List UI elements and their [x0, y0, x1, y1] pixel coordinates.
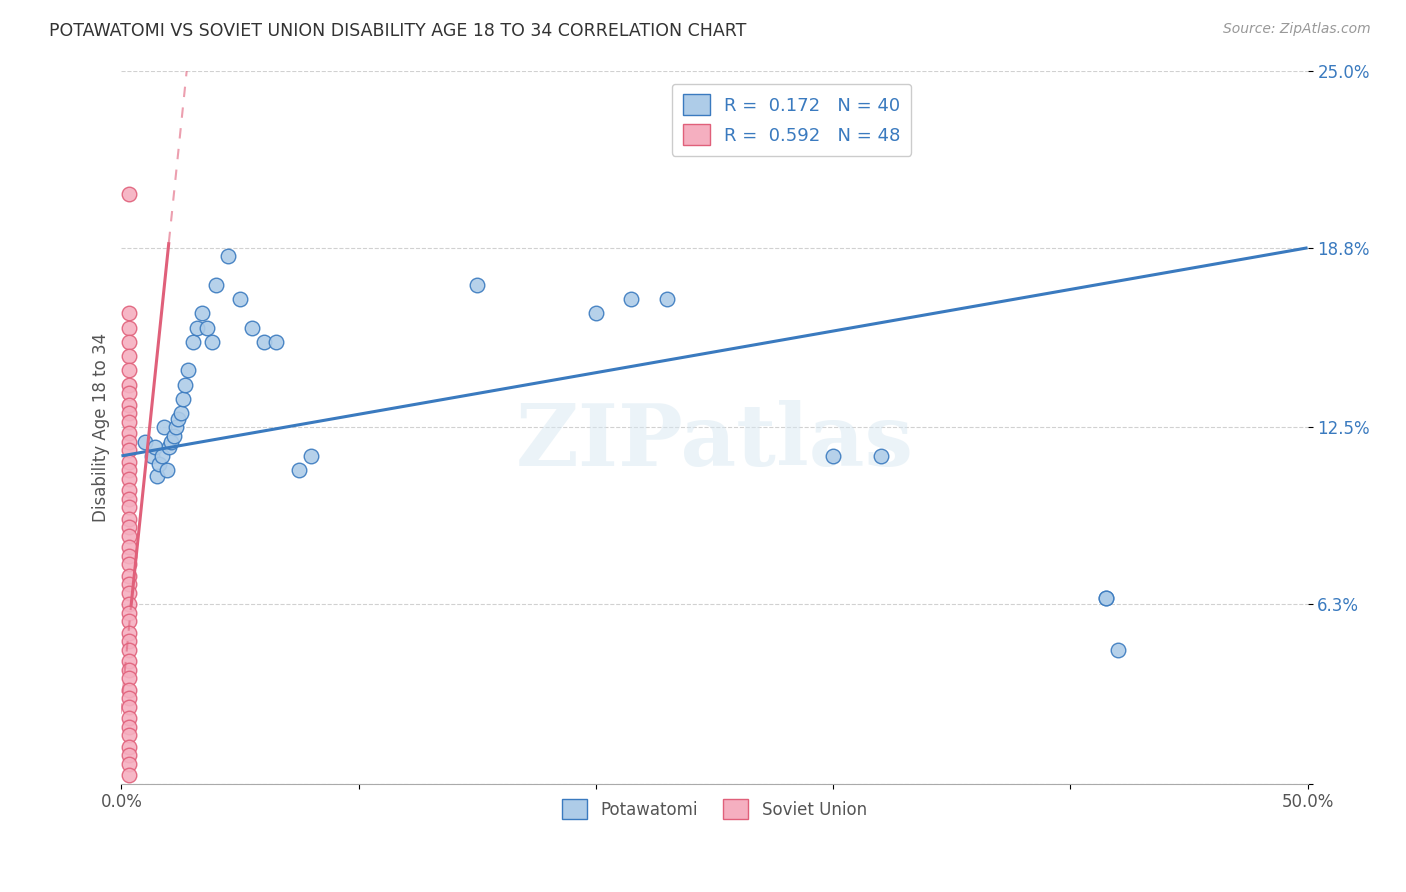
- Point: [229, 292, 252, 306]
- Point: [869, 449, 891, 463]
- Legend: Potawatomi, Soviet Union: Potawatomi, Soviet Union: [555, 793, 873, 825]
- Point: [117, 406, 139, 420]
- Point: [117, 756, 139, 771]
- Point: [1107, 642, 1129, 657]
- Point: [117, 472, 139, 486]
- Point: [117, 606, 139, 620]
- Text: POTAWATOMI VS SOVIET UNION DISABILITY AGE 18 TO 34 CORRELATION CHART: POTAWATOMI VS SOVIET UNION DISABILITY AG…: [49, 22, 747, 40]
- Point: [117, 654, 139, 668]
- Point: [253, 334, 276, 349]
- Point: [167, 412, 190, 426]
- Point: [585, 306, 607, 320]
- Point: [117, 334, 139, 349]
- Point: [299, 449, 322, 463]
- Point: [117, 386, 139, 401]
- Point: [191, 306, 214, 320]
- Point: [117, 363, 139, 377]
- Point: [162, 429, 184, 443]
- Point: [823, 449, 845, 463]
- Point: [117, 349, 139, 363]
- Point: [240, 320, 263, 334]
- Point: [117, 728, 139, 742]
- Point: [117, 558, 139, 572]
- Point: [117, 320, 139, 334]
- Point: [172, 392, 194, 406]
- Point: [117, 520, 139, 534]
- Point: [117, 549, 139, 563]
- Point: [177, 363, 200, 377]
- Point: [620, 292, 643, 306]
- Point: [117, 663, 139, 677]
- Point: [117, 483, 139, 497]
- Point: [117, 614, 139, 628]
- Point: [181, 334, 204, 349]
- Point: [117, 691, 139, 706]
- Point: [117, 463, 139, 477]
- Point: [117, 398, 139, 412]
- Point: [117, 454, 139, 468]
- Point: [174, 377, 197, 392]
- Y-axis label: Disability Age 18 to 34: Disability Age 18 to 34: [93, 333, 110, 522]
- Point: [117, 434, 139, 449]
- Point: [117, 511, 139, 525]
- Point: [117, 377, 139, 392]
- Point: [117, 642, 139, 657]
- Point: [155, 463, 177, 477]
- Point: [186, 320, 208, 334]
- Point: [117, 500, 139, 515]
- Point: [200, 334, 222, 349]
- Point: [117, 682, 139, 697]
- Point: [157, 441, 180, 455]
- Point: [217, 249, 239, 263]
- Point: [117, 426, 139, 441]
- Point: [655, 292, 678, 306]
- Point: [141, 449, 163, 463]
- Point: [117, 306, 139, 320]
- Point: [117, 529, 139, 543]
- Point: [117, 586, 139, 600]
- Point: [117, 491, 139, 506]
- Point: [117, 720, 139, 734]
- Point: [117, 577, 139, 591]
- Point: [117, 568, 139, 582]
- Point: [1095, 591, 1118, 606]
- Point: [117, 540, 139, 554]
- Point: [205, 277, 228, 292]
- Point: [117, 768, 139, 782]
- Point: [117, 748, 139, 763]
- Point: [117, 625, 139, 640]
- Point: [465, 277, 488, 292]
- Point: [160, 434, 183, 449]
- Point: [117, 739, 139, 754]
- Point: [117, 699, 139, 714]
- Point: [150, 449, 173, 463]
- Point: [143, 441, 166, 455]
- Point: [117, 671, 139, 685]
- Point: [264, 334, 287, 349]
- Point: [153, 420, 176, 434]
- Text: ZIPatlas: ZIPatlas: [516, 400, 914, 483]
- Point: [1095, 591, 1118, 606]
- Point: [170, 406, 193, 420]
- Point: [148, 458, 170, 472]
- Point: [117, 443, 139, 458]
- Point: [195, 320, 218, 334]
- Point: [117, 634, 139, 648]
- Text: Source: ZipAtlas.com: Source: ZipAtlas.com: [1223, 22, 1371, 37]
- Point: [117, 186, 139, 201]
- Point: [117, 597, 139, 611]
- Point: [288, 463, 311, 477]
- Point: [134, 434, 156, 449]
- Point: [117, 415, 139, 429]
- Point: [165, 420, 187, 434]
- Point: [117, 711, 139, 725]
- Point: [146, 468, 169, 483]
